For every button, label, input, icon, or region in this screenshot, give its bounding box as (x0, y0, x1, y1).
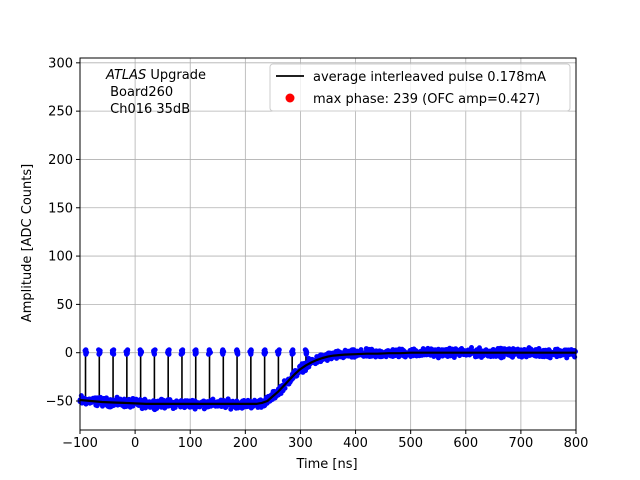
sample-point (123, 351, 130, 357)
annotation-line-3: Ch016 35dB (106, 102, 190, 117)
sample-point (275, 351, 281, 357)
sample-point (137, 351, 144, 357)
sample-point (205, 351, 212, 357)
x-tick-label: 300 (288, 436, 313, 451)
x-tick-label: 600 (453, 436, 478, 451)
legend: average interleaved pulse 0.178mA max ph… (269, 63, 571, 112)
plot-data (77, 345, 578, 413)
annotation-upgrade: Upgrade (146, 68, 206, 83)
legend-label-max-phase: max phase: 239 (OFC amp=0.427) (313, 92, 540, 107)
annotation-line-2: Board260 (106, 85, 173, 100)
x-tick-label: 100 (178, 436, 203, 451)
x-tick-label: 400 (343, 436, 368, 451)
sample-point (235, 351, 241, 357)
y-tick-label: −50 (46, 395, 73, 410)
sample-point (96, 351, 102, 357)
plot-frame (79, 57, 577, 431)
x-tick-label: −100 (62, 436, 98, 451)
sample-point (220, 351, 226, 357)
annotation-line-1: ATLAS Upgrade (105, 68, 206, 83)
sample-point (469, 345, 475, 351)
y-tick-label: 200 (48, 153, 73, 168)
y-axis-label: Amplitude [ADC Counts] (20, 164, 35, 322)
sample-point (303, 351, 309, 357)
x-tick-label: 200 (233, 436, 258, 451)
y-tick-label: 0 (65, 346, 73, 361)
axis-ticks: −100 0 100 200 300 400 500 600 700 800 −50 0 50 100 15… (46, 56, 589, 451)
y-tick-label: 100 (48, 250, 73, 265)
sample-point (289, 351, 295, 357)
legend-box (269, 63, 571, 112)
x-axis-label: Time [ns] (295, 457, 357, 472)
sample-point (248, 351, 254, 357)
sample-point (358, 347, 364, 353)
x-tick-label: 500 (398, 436, 423, 451)
sample-point (111, 351, 117, 357)
y-tick-label: 300 (48, 56, 73, 71)
sample-point (151, 351, 158, 357)
sample-point (178, 351, 184, 357)
legend-label-average-pulse: average interleaved pulse 0.178mA (313, 70, 546, 85)
average-pulse-line (79, 351, 576, 405)
legend-marker-swatch (285, 93, 295, 103)
x-tick-label: 0 (131, 436, 139, 451)
sample-point (192, 351, 198, 357)
annotation: ATLAS Upgrade Board260 Ch016 35dB (105, 68, 206, 117)
x-tick-label: 700 (508, 436, 533, 451)
y-tick-label: 250 (48, 105, 73, 120)
annotation-atlas: ATLAS (105, 68, 146, 83)
y-tick-label: 150 (48, 201, 73, 216)
y-tick-label: 50 (56, 298, 73, 313)
sample-point (166, 351, 172, 357)
x-tick-label: 800 (564, 436, 589, 451)
sample-point (83, 351, 89, 357)
sample-point (262, 351, 268, 357)
